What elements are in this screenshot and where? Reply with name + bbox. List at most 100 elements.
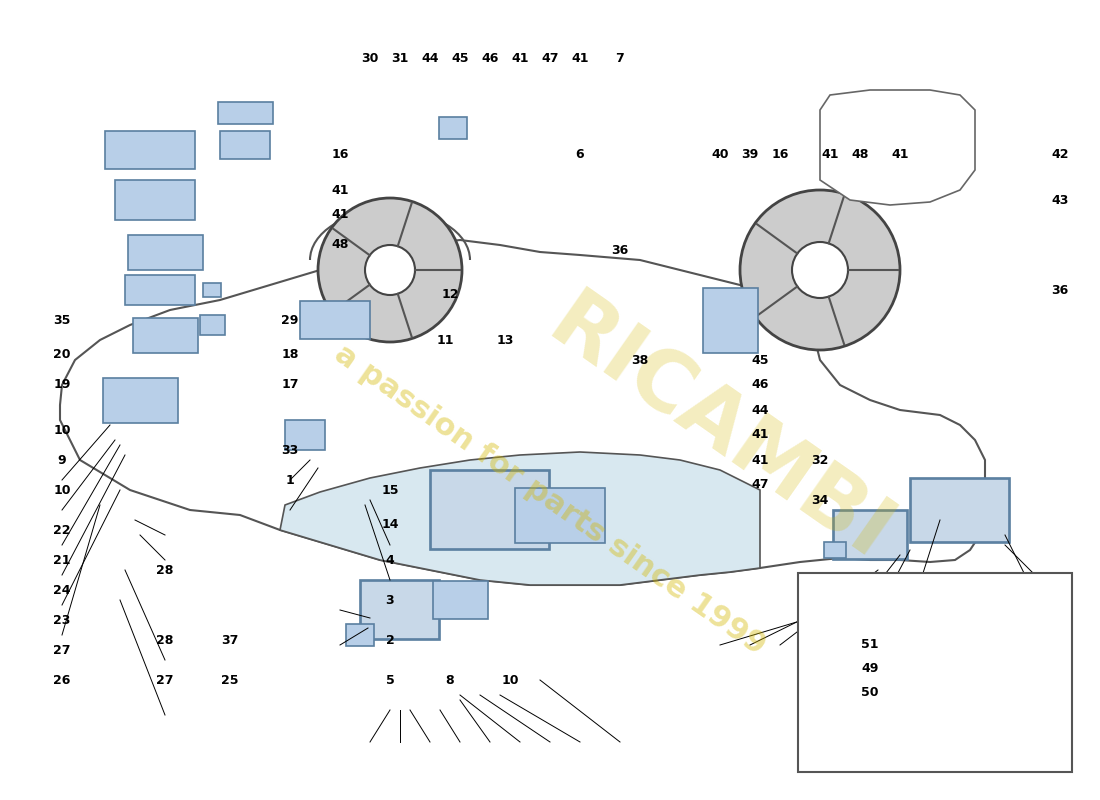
Text: 38: 38 (631, 354, 649, 366)
Text: 30: 30 (361, 51, 378, 65)
Text: 43: 43 (1052, 194, 1069, 206)
Text: 33: 33 (282, 443, 298, 457)
Text: 41: 41 (331, 183, 349, 197)
Text: 9: 9 (57, 454, 66, 466)
FancyBboxPatch shape (199, 315, 224, 335)
Text: 26: 26 (53, 674, 70, 686)
Text: 10: 10 (502, 674, 519, 686)
Text: 47: 47 (751, 478, 769, 491)
Text: 44: 44 (421, 51, 439, 65)
Text: 31: 31 (392, 51, 409, 65)
Polygon shape (60, 240, 984, 585)
FancyBboxPatch shape (910, 478, 1010, 542)
Text: 41: 41 (571, 51, 588, 65)
FancyBboxPatch shape (431, 471, 549, 549)
Text: 27: 27 (156, 674, 174, 686)
Text: 36: 36 (612, 243, 628, 257)
Text: 41: 41 (822, 149, 838, 162)
Text: 25: 25 (221, 674, 239, 686)
Text: 34: 34 (812, 494, 828, 506)
Text: 23: 23 (53, 614, 70, 626)
Text: 28: 28 (156, 634, 174, 646)
Text: 37: 37 (221, 634, 239, 646)
Text: 35: 35 (53, 314, 70, 326)
FancyBboxPatch shape (132, 318, 198, 353)
Text: 4: 4 (386, 554, 395, 566)
FancyBboxPatch shape (125, 275, 195, 305)
FancyBboxPatch shape (360, 580, 440, 640)
Text: 41: 41 (331, 209, 349, 222)
FancyBboxPatch shape (900, 107, 960, 162)
FancyBboxPatch shape (218, 102, 273, 124)
Circle shape (792, 242, 848, 298)
Circle shape (365, 245, 415, 295)
Text: 44: 44 (751, 403, 769, 417)
Text: 45: 45 (451, 51, 469, 65)
Text: 28: 28 (156, 563, 174, 577)
FancyBboxPatch shape (703, 287, 758, 353)
Text: 11: 11 (437, 334, 453, 346)
Text: 40: 40 (712, 149, 728, 162)
FancyBboxPatch shape (104, 131, 195, 169)
FancyBboxPatch shape (432, 581, 487, 619)
Text: 3: 3 (386, 594, 394, 606)
FancyBboxPatch shape (346, 624, 374, 646)
FancyBboxPatch shape (430, 470, 550, 550)
FancyBboxPatch shape (204, 283, 221, 297)
Text: 7: 7 (616, 51, 625, 65)
FancyBboxPatch shape (834, 511, 906, 559)
Text: 24: 24 (53, 583, 70, 597)
Circle shape (740, 190, 900, 350)
Text: 14: 14 (382, 518, 398, 531)
Text: 8: 8 (446, 674, 454, 686)
Text: 20: 20 (53, 349, 70, 362)
Text: 48: 48 (331, 238, 349, 251)
Text: 50: 50 (861, 686, 879, 698)
Text: 5: 5 (386, 674, 395, 686)
FancyBboxPatch shape (808, 587, 861, 623)
FancyBboxPatch shape (824, 542, 846, 558)
FancyBboxPatch shape (361, 581, 439, 639)
Text: 6: 6 (575, 149, 584, 162)
FancyBboxPatch shape (515, 487, 605, 542)
Text: 22: 22 (53, 523, 70, 537)
FancyBboxPatch shape (803, 586, 858, 624)
Text: 46: 46 (751, 378, 769, 391)
FancyBboxPatch shape (300, 301, 370, 339)
Text: RICAMBI: RICAMBI (534, 282, 906, 578)
Text: 39: 39 (741, 149, 759, 162)
Text: 18: 18 (282, 349, 299, 362)
Text: 17: 17 (282, 378, 299, 391)
Text: 21: 21 (53, 554, 70, 566)
Text: 10: 10 (53, 483, 70, 497)
FancyBboxPatch shape (285, 420, 324, 450)
FancyBboxPatch shape (220, 131, 270, 159)
Circle shape (318, 198, 462, 342)
Text: 27: 27 (53, 643, 70, 657)
FancyBboxPatch shape (798, 573, 1072, 772)
Text: 45: 45 (751, 354, 769, 366)
Text: 15: 15 (382, 483, 398, 497)
Polygon shape (280, 452, 760, 585)
Text: 1: 1 (286, 474, 295, 486)
Text: 49: 49 (861, 662, 879, 674)
FancyBboxPatch shape (901, 109, 959, 162)
FancyBboxPatch shape (116, 180, 195, 220)
Text: 36: 36 (1052, 283, 1068, 297)
Text: 32: 32 (812, 454, 828, 466)
Text: 12: 12 (441, 289, 459, 302)
Text: 41: 41 (512, 51, 529, 65)
Text: 41: 41 (751, 454, 769, 466)
Text: 16: 16 (771, 149, 789, 162)
Text: 29: 29 (282, 314, 299, 326)
FancyBboxPatch shape (102, 378, 177, 422)
Text: 10: 10 (53, 423, 70, 437)
FancyBboxPatch shape (128, 234, 202, 270)
Text: 41: 41 (891, 149, 909, 162)
Text: 41: 41 (751, 429, 769, 442)
Text: 48: 48 (851, 149, 869, 162)
FancyBboxPatch shape (833, 510, 908, 560)
Text: 2: 2 (386, 634, 395, 646)
Text: 42: 42 (1052, 149, 1069, 162)
Text: 47: 47 (541, 51, 559, 65)
